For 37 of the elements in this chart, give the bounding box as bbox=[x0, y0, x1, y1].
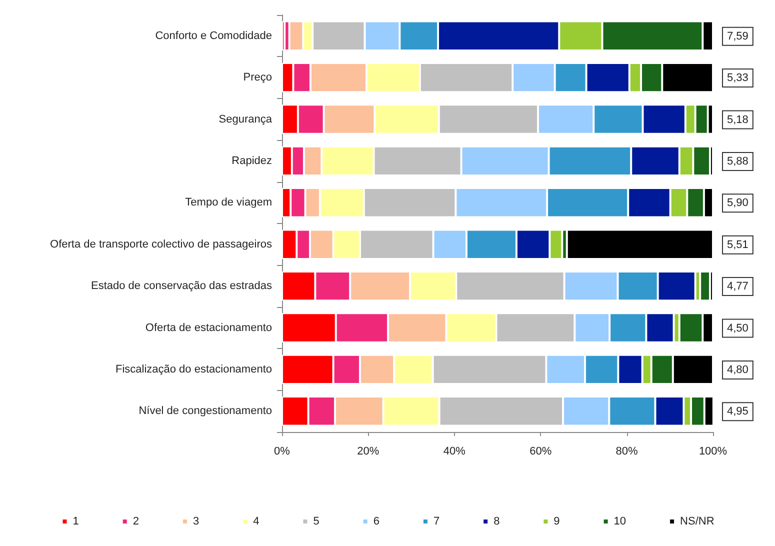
legend-label: 6 bbox=[373, 516, 380, 528]
legend-label: 4 bbox=[253, 516, 260, 528]
text: 4,95 bbox=[727, 406, 748, 418]
text: 7,59 bbox=[727, 30, 748, 42]
x-tick-label: 100% bbox=[698, 446, 728, 458]
legend-label: 5 bbox=[313, 516, 320, 528]
y-tick-label: Fiscalização do estacionamento bbox=[115, 363, 272, 376]
text: 5,33 bbox=[727, 72, 748, 84]
legend-label: 10 bbox=[614, 516, 626, 528]
x-tick-label: 20% bbox=[357, 446, 380, 458]
text: 5,88 bbox=[727, 155, 748, 168]
text: 4,80 bbox=[727, 364, 748, 376]
x-tick-label: 80% bbox=[616, 446, 638, 458]
legend-label: 1 bbox=[72, 516, 79, 528]
y-tick-label: Segurança bbox=[218, 113, 273, 126]
text: 4,77 bbox=[727, 280, 748, 293]
y-tick-label: Estado de conservação das estradas bbox=[90, 280, 272, 292]
y-tick-label: Rapidez bbox=[232, 154, 272, 167]
legend-label: NS/NR bbox=[680, 516, 714, 528]
x-tick-label: 0% bbox=[274, 446, 290, 458]
legend-label: 2 bbox=[132, 516, 139, 528]
text: 5,90 bbox=[727, 197, 748, 210]
x-tick-label: 40% bbox=[443, 446, 466, 458]
text: 5,51 bbox=[727, 238, 748, 251]
y-tick-label: Nível de congestionamento bbox=[138, 405, 272, 418]
y-tick-label: Oferta de transporte colectivo de passageiros bbox=[50, 238, 272, 250]
legend-label: 8 bbox=[494, 516, 500, 528]
x-tick-label: 60% bbox=[530, 446, 552, 458]
text: 4,50 bbox=[727, 322, 748, 334]
y-tick-label: Oferta de estacionamento bbox=[145, 322, 272, 334]
text: 5,18 bbox=[727, 114, 748, 126]
legend-label: 3 bbox=[192, 516, 200, 528]
y-tick-label: Conforto e Comodidade bbox=[155, 30, 272, 42]
y-tick-label: Tempo de viagem bbox=[185, 196, 272, 209]
legend-label: 9 bbox=[554, 516, 560, 528]
legend-label: 7 bbox=[433, 516, 440, 528]
y-tick-label: Preço bbox=[243, 72, 272, 84]
